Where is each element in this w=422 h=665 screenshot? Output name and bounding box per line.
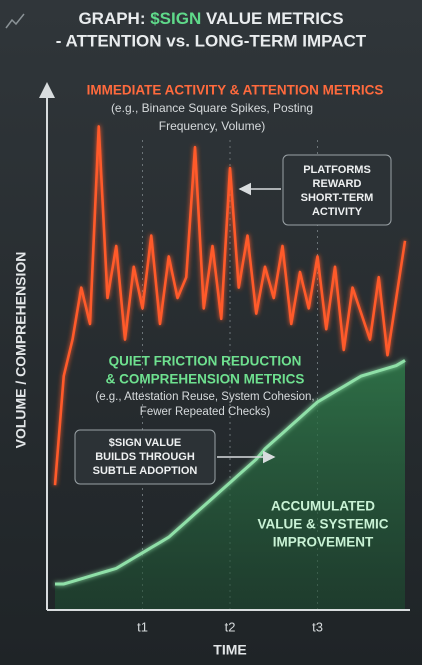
sign-text: BUILDS THROUGH xyxy=(95,451,195,463)
line xyxy=(53,125,407,486)
sign-text: SUBTLE ADOPTION xyxy=(93,465,198,477)
platforms-text: PLATFORMS xyxy=(303,164,371,176)
chart-icon xyxy=(5,13,25,29)
chart-subtitle: - ATTENTION vs. LONG-TERM IMPACT xyxy=(56,31,367,50)
x-axis-label: TIME xyxy=(213,642,246,658)
y-axis-label: VOLUME / COMPREHENSION xyxy=(13,252,29,449)
friction-heading: & COMPREHENSION METRICS xyxy=(106,372,305,387)
x-tick-label: t1 xyxy=(137,619,148,634)
chart-title: GRAPH: $SIGN VALUE METRICS xyxy=(78,9,343,28)
x-tick-label: t2 xyxy=(225,619,236,634)
accumulated-text: IMPROVEMENT xyxy=(273,535,374,550)
platforms-text: REWARD xyxy=(313,178,362,190)
friction-examples: Fewer Repeated Checks) xyxy=(140,406,271,418)
sign-text: $SIGN VALUE xyxy=(109,437,182,449)
platforms-text: ACTIVITY xyxy=(312,206,363,218)
platforms-box xyxy=(282,154,392,226)
attention-examples: Frequency, Volume) xyxy=(159,119,266,133)
attention-heading: IMMEDIATE ACTIVITY & ATTENTION METRICS xyxy=(87,83,384,98)
friction-heading: QUIET FRICTION REDUCTION xyxy=(109,354,302,369)
attention-examples: (e.g., Binance Square Spikes, Posting xyxy=(111,101,313,115)
accumulated-text: VALUE & SYSTEMIC xyxy=(257,517,388,532)
friction-examples: (e.g., Attestation Reuse, System Cohesio… xyxy=(95,391,314,403)
area-fill xyxy=(55,360,405,610)
accumulated-text: ACCUMULATED xyxy=(271,499,375,514)
area-line xyxy=(55,359,406,586)
platforms-text: SHORT-TERM xyxy=(301,192,374,204)
x-tick-label: t3 xyxy=(312,619,323,634)
sign-box xyxy=(74,429,216,485)
